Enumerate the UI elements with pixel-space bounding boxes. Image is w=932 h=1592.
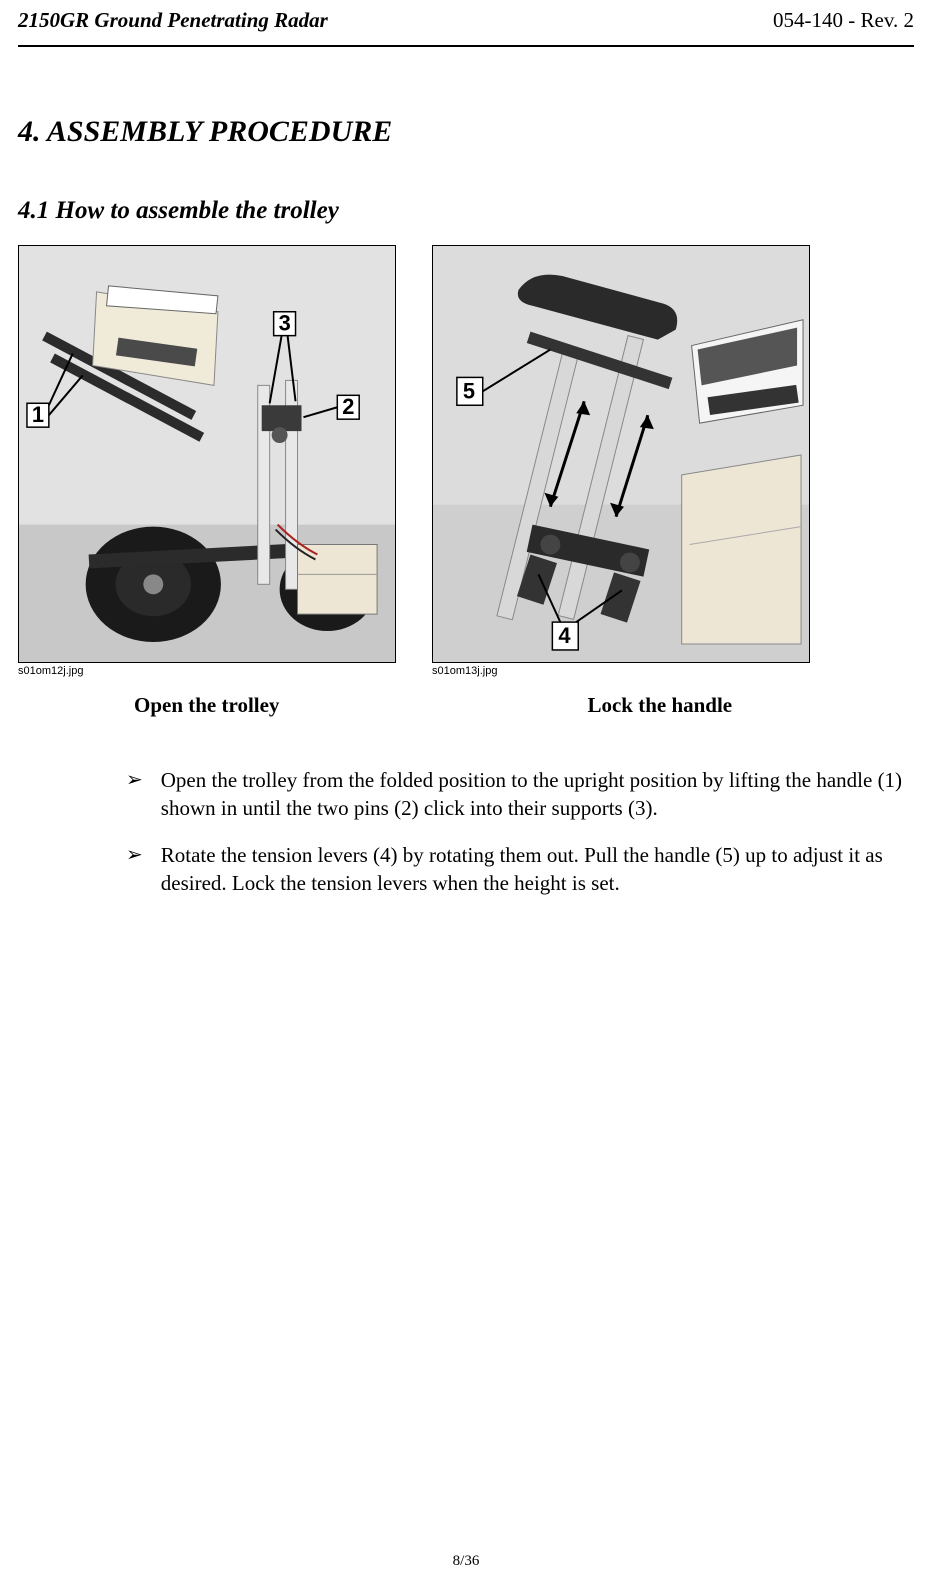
page-header: 2150GR Ground Penetrating Radar 054-140 … (18, 0, 914, 47)
label-5-text: 5 (463, 378, 475, 403)
caption-open-trolley: Open the trolley (134, 693, 279, 718)
image-container-1: 1 3 2 s01om12j.jpg (18, 245, 396, 677)
page-number: 8/36 (0, 1553, 932, 1570)
bullet-marker-icon: ➢ (126, 841, 143, 898)
image-1-filename: s01om12j.jpg (18, 665, 396, 677)
subsection-title: 4.1 How to assemble the trolley (18, 197, 914, 225)
images-row: 1 3 2 s01om12j.jpg (18, 245, 914, 677)
section-title: 4. ASSEMBLY PROCEDURE (18, 115, 914, 149)
bullet-item-1: ➢ Open the trolley from the folded posit… (126, 766, 910, 823)
label-1-text: 1 (32, 402, 44, 427)
caption-lock-handle: Lock the handle (587, 693, 732, 718)
image-2-filename: s01om13j.jpg (432, 665, 810, 677)
bullet-text-1: Open the trolley from the folded positio… (161, 766, 910, 823)
bullet-item-2: ➢ Rotate the tension levers (4) by rotat… (126, 841, 910, 898)
bullet-list: ➢ Open the trolley from the folded posit… (126, 766, 910, 897)
doc-revision: 054-140 - Rev. 2 (773, 8, 914, 33)
label-4-text: 4 (558, 623, 571, 648)
trolley-handle-image: 5 4 (432, 245, 810, 663)
image-container-2: 5 4 s01om13j.jpg (432, 245, 810, 677)
bullet-marker-icon: ➢ (126, 766, 143, 823)
captions-row: Open the trolley Lock the handle (18, 693, 914, 718)
bullet-text-2: Rotate the tension levers (4) by rotatin… (161, 841, 910, 898)
label-3-text: 3 (279, 311, 291, 336)
label-2-text: 2 (342, 394, 354, 419)
doc-title: 2150GR Ground Penetrating Radar (18, 8, 328, 33)
trolley-open-image: 1 3 2 (18, 245, 396, 663)
